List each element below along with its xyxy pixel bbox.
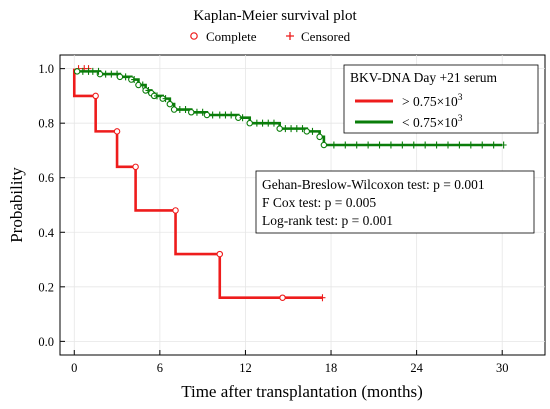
event-point-high: [279, 294, 286, 301]
censor-mark-low: [122, 73, 129, 81]
censor-mark-low: [365, 141, 372, 149]
censor-mark-low: [342, 141, 349, 149]
censor-mark-low: [222, 111, 229, 119]
censor-mark-low: [293, 125, 300, 133]
censor-mark-low: [433, 141, 440, 149]
event-point-high: [132, 163, 139, 171]
censor-mark-low: [490, 141, 497, 149]
y-tick-label: 0.0: [38, 335, 54, 349]
stat-log-rank: Log-rank test: p = 0.001: [262, 213, 393, 228]
censor-mark-low: [176, 106, 183, 114]
censor-mark-low: [253, 119, 260, 127]
censor-mark-low: [131, 76, 138, 84]
censor-mark-low: [270, 119, 277, 127]
censor-mark-low: [199, 108, 206, 116]
event-point-low: [170, 106, 178, 113]
legend-entry-high: > 0.75×103: [402, 93, 463, 109]
x-axis-label: Time after transplantation (months): [181, 382, 423, 401]
censor-mark-low: [467, 141, 474, 149]
event-point-low: [73, 68, 81, 75]
censor-mark-low: [102, 70, 109, 78]
censor-mark-low: [259, 119, 266, 127]
censor-mark-low: [114, 70, 121, 78]
censor-mark-low: [309, 127, 316, 135]
censor-mark-low: [108, 70, 115, 78]
censor-mark-low: [265, 119, 272, 127]
censor-mark-low: [445, 141, 451, 149]
censor-mark-high: [319, 294, 326, 302]
event-point-low: [166, 100, 174, 108]
y-tick-label: 0.6: [38, 171, 54, 185]
censor-mark-low: [299, 125, 306, 133]
chart-title: Kaplan-Meier survival plot: [193, 8, 357, 24]
censor-mark-low: [479, 141, 486, 149]
censor-mark-low: [162, 95, 169, 103]
censor-mark-low: [228, 111, 235, 119]
event-point-low: [203, 111, 211, 119]
censor-mark-low: [239, 114, 246, 122]
x-tick-label: 12: [239, 361, 252, 375]
series-layer: [72, 65, 507, 302]
event-point-high: [172, 207, 179, 214]
marker-legend-censored: Censored: [301, 29, 351, 44]
event-point-low: [303, 128, 311, 135]
censor-mark-low: [353, 141, 360, 149]
censor-mark-low: [89, 67, 96, 75]
censor-mark-low: [95, 67, 102, 75]
y-axis-label: Probability: [7, 167, 26, 243]
series-low: [73, 67, 507, 149]
y-tick-label: 1.0: [38, 62, 54, 76]
legend-entry-low: < 0.75×103: [402, 114, 463, 130]
event-point-low: [246, 119, 253, 127]
x-tick-label: 0: [71, 361, 77, 375]
y-tick-label: 0.8: [38, 117, 54, 131]
stats-box: Gehan-Breslow-Wilcoxon test: p = 0.001 F…: [255, 170, 535, 234]
censor-mark-low: [456, 141, 463, 149]
censor-mark-low: [216, 111, 223, 119]
event-point-low: [316, 133, 323, 141]
x-tick-label: 6: [157, 361, 163, 375]
censor-mark-low: [139, 81, 146, 89]
censor-mark-low: [282, 125, 289, 133]
censor-mark-low: [79, 67, 86, 75]
y-tick-label: 0.2: [38, 280, 54, 294]
event-point-high: [216, 250, 224, 258]
complete-marker-icon: [190, 32, 198, 40]
marker-legend-complete: Complete: [206, 29, 257, 44]
x-tick-label: 30: [496, 361, 509, 375]
censor-mark-low: [399, 141, 406, 149]
series-legend: BKV-DNA Day +21 serum > 0.75×103 < 0.75×…: [343, 64, 539, 134]
censor-mark-low: [154, 92, 160, 100]
x-tick-label: 24: [410, 361, 423, 375]
y-tick-label: 0.4: [38, 226, 54, 240]
censor-mark-low: [193, 108, 200, 116]
censor-mark-low: [387, 141, 394, 149]
x-tick-label: 18: [325, 361, 338, 375]
axis-ticks: 0 6 12 18 24 30 0.0 0.2 0.4 0.6 0.8 1.0: [38, 62, 508, 375]
censored-marker-icon: [286, 32, 294, 40]
legend-title: BKV-DNA Day +21 serum: [350, 70, 497, 85]
event-point-low: [320, 141, 328, 149]
censor-mark-low: [182, 106, 189, 114]
censor-mark-low: [209, 111, 216, 119]
series-line-high: [72, 68, 323, 300]
event-point-high: [113, 128, 121, 135]
censor-mark-low: [500, 141, 507, 149]
censor-mark-low: [145, 86, 152, 94]
event-point-high: [92, 92, 99, 100]
event-point-low: [187, 109, 195, 116]
censor-mark-low: [330, 141, 337, 149]
stat-gehan-breslow-wilcoxon: Gehan-Breslow-Wilcoxon test: p = 0.001: [262, 177, 485, 192]
censor-mark-low: [410, 141, 417, 149]
event-point-low: [276, 125, 283, 132]
stats-frame: [255, 170, 535, 234]
censor-mark-low: [376, 141, 383, 149]
stat-f-cox: F Cox test: p = 0.005: [262, 195, 376, 210]
censor-mark-low: [422, 141, 429, 149]
event-point-low: [116, 73, 124, 81]
marker-legend: Complete Censored: [190, 29, 351, 44]
censor-mark-low: [288, 125, 295, 133]
